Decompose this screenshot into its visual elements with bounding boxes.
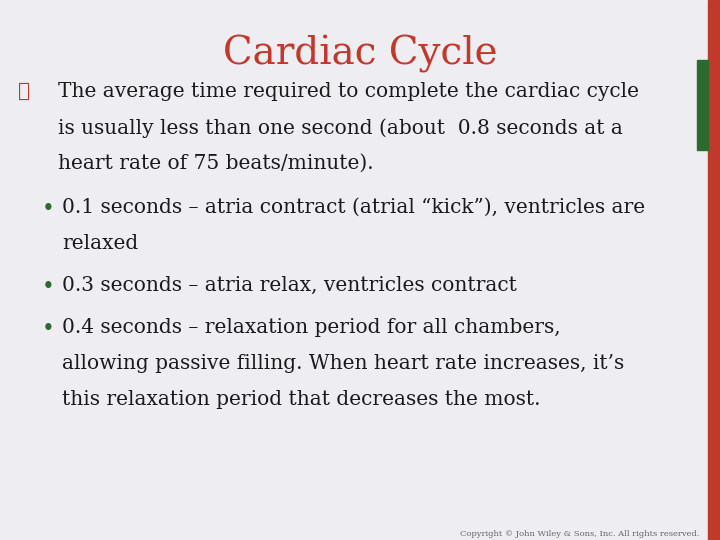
Text: •: • — [42, 276, 55, 298]
Text: 0.1 seconds – atria contract (atrial “kick”), ventricles are: 0.1 seconds – atria contract (atrial “ki… — [62, 198, 645, 217]
Text: this relaxation period that decreases the most.: this relaxation period that decreases th… — [62, 390, 541, 409]
Text: •: • — [42, 198, 55, 220]
Text: allowing passive filling. When heart rate increases, it’s: allowing passive filling. When heart rat… — [62, 354, 624, 373]
Text: Copyright © John Wiley & Sons, Inc. All rights reserved.: Copyright © John Wiley & Sons, Inc. All … — [461, 530, 700, 538]
Bar — [708, 0, 720, 540]
Text: 0.3 seconds – atria relax, ventricles contract: 0.3 seconds – atria relax, ventricles co… — [62, 276, 517, 295]
Text: The average time required to complete the cardiac cycle: The average time required to complete th… — [58, 82, 639, 101]
Text: is usually less than one second (about  0.8 seconds at a: is usually less than one second (about 0… — [58, 118, 623, 138]
Text: •: • — [42, 318, 55, 340]
Text: 0.4 seconds – relaxation period for all chambers,: 0.4 seconds – relaxation period for all … — [62, 318, 561, 337]
Bar — [697, 60, 708, 150]
Text: relaxed: relaxed — [62, 234, 138, 253]
Text: ❖: ❖ — [18, 82, 30, 101]
Text: heart rate of 75 beats/minute).: heart rate of 75 beats/minute). — [58, 154, 374, 173]
Text: Cardiac Cycle: Cardiac Cycle — [222, 35, 498, 73]
